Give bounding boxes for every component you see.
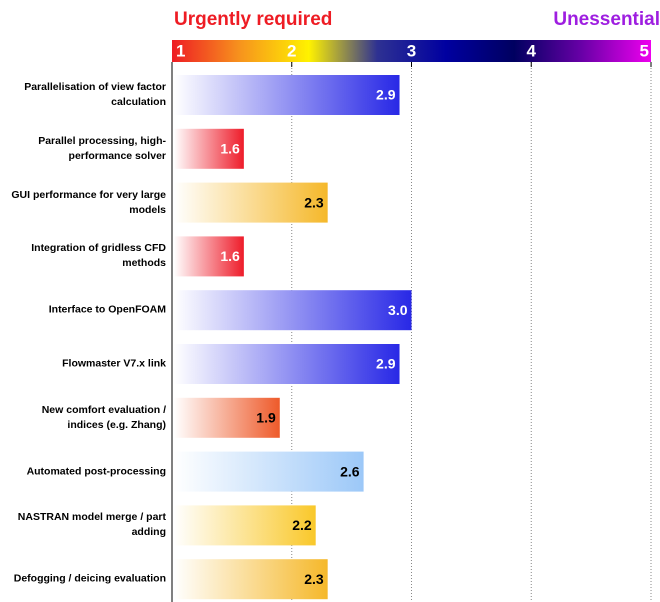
category-label: NASTRAN model merge / part adding [17, 511, 166, 539]
value-label: 2.3 [304, 571, 324, 587]
bar [174, 128, 244, 169]
bar [174, 344, 400, 384]
category-label: Parallel processing, high-performance so… [38, 134, 166, 162]
bar [174, 290, 412, 331]
bar [174, 182, 328, 223]
x-tick-label: 1 [176, 41, 185, 60]
low-label: Urgently required [174, 9, 332, 30]
value-label: 1.9 [256, 410, 276, 426]
value-label: 2.9 [376, 356, 396, 372]
x-tick-label: 5 [640, 41, 649, 60]
x-tick-label: 4 [527, 41, 537, 60]
category-label: Interface to OpenFOAM [48, 303, 166, 316]
bar [174, 559, 328, 600]
category-label: Parallelisation of view factor calculati… [24, 81, 166, 108]
category-label: Automated post-processing [26, 465, 166, 478]
value-label: 2.3 [304, 194, 324, 210]
high-label: Unessential [553, 9, 660, 30]
value-label: 2.9 [376, 87, 396, 103]
x-tick-label: 2 [287, 41, 296, 60]
value-label: 2.2 [292, 517, 312, 533]
bar [174, 75, 400, 115]
bar [174, 451, 364, 492]
value-label: 2.6 [340, 463, 360, 479]
bar [174, 397, 280, 438]
color-scale [172, 40, 651, 62]
x-tick-label: 3 [407, 41, 416, 60]
category-label: Integration of gridless CFD methods [31, 242, 166, 270]
value-label: 1.6 [220, 141, 240, 157]
value-label: 3.0 [388, 302, 408, 318]
category-label: Flowmaster V7.x link [62, 357, 166, 370]
value-label: 1.6 [220, 248, 240, 264]
category-label: Defogging / deicing evaluation [13, 572, 166, 585]
bar [174, 236, 244, 277]
category-label: New comfort evaluation / indices (e.g. Z… [41, 403, 166, 431]
category-label: GUI performance for very large models [11, 188, 166, 216]
bar [174, 505, 316, 546]
